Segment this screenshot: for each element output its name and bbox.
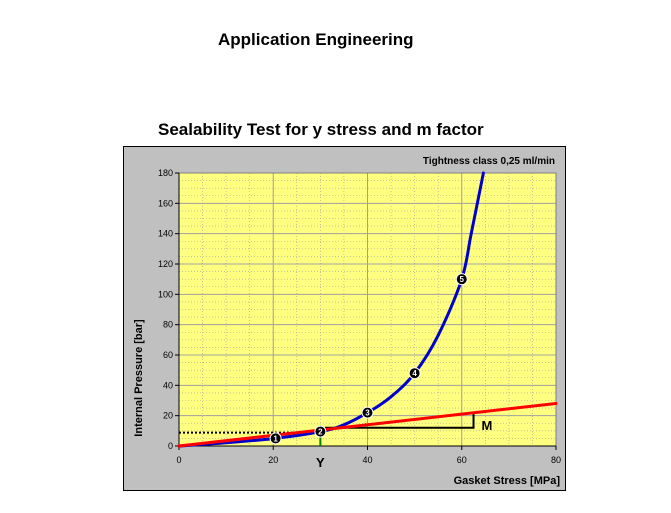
y-tick-label: 160 (158, 198, 173, 208)
y-tick-label: 0 (168, 441, 173, 451)
x-tick-label: 80 (551, 455, 561, 465)
chart-title: Sealability Test for y stress and m fact… (158, 120, 484, 139)
chart-subtitle: Tightness class 0,25 ml/min (423, 156, 555, 167)
point-marker: 4 (408, 367, 421, 380)
point-marker: 3 (361, 406, 374, 419)
y-tick-label: 20 (163, 411, 173, 421)
y-stress-label: Y (316, 455, 325, 470)
page-header: Application Engineering (218, 30, 414, 49)
point-markers: 1 2 3 4 5 (269, 273, 468, 445)
m-factor-bracket (325, 413, 475, 429)
marker-label: 5 (460, 275, 465, 284)
x-axis-label: Gasket Stress [MPa] (454, 475, 561, 487)
marker-dot (408, 367, 421, 380)
y-tick-label: 180 (158, 168, 173, 178)
tick-labels: 0 20 40 60 80 100 120 140 160 180 0 20 40 60 80 (158, 168, 561, 465)
y-tick-label: 140 (158, 229, 173, 239)
y-tick-label: 120 (158, 259, 173, 269)
marker-label: 3 (365, 409, 370, 418)
marker-dot (361, 406, 374, 419)
point-marker: 5 (455, 273, 468, 286)
marker-label: 2 (318, 428, 323, 437)
marker-label: 4 (412, 369, 417, 378)
series-line-straight (177, 402, 558, 448)
x-tick-label: 20 (268, 455, 278, 465)
y-axis-label: Internal Pressure [bar] (133, 319, 145, 437)
x-tick-label: 40 (362, 455, 372, 465)
y-tick-label: 80 (163, 320, 173, 330)
y-tick-label: 100 (158, 289, 173, 299)
y-tick-label: 40 (163, 380, 173, 390)
x-tick-label: 60 (457, 455, 467, 465)
point-marker: 1 (269, 432, 282, 445)
marker-dot (269, 432, 282, 445)
x-tick-label: 0 (176, 455, 181, 465)
m-factor-label: M (482, 418, 493, 433)
y-tick-label: 60 (163, 350, 173, 360)
marker-label: 1 (273, 434, 278, 443)
marker-dot (314, 425, 327, 438)
point-marker: 2 (314, 425, 327, 438)
marker-dot (455, 273, 468, 286)
